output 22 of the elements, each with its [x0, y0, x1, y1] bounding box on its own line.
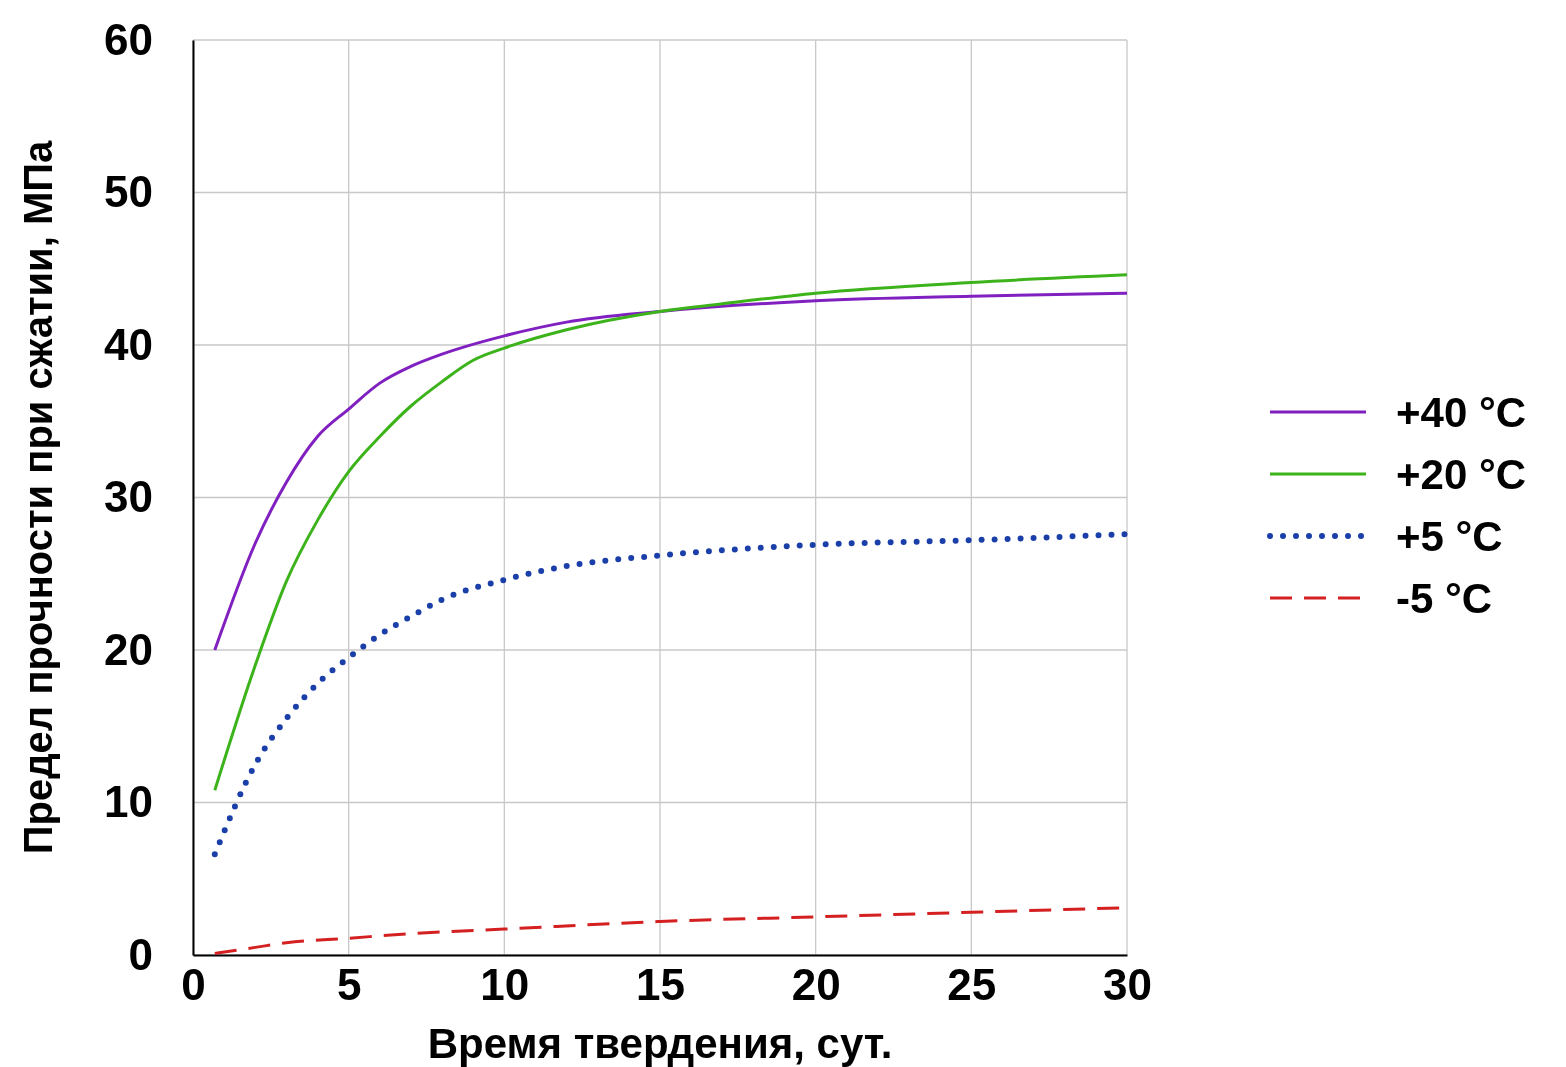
- y-tick-label: 50: [104, 167, 153, 217]
- y-tick-label: 40: [104, 319, 153, 369]
- x-tick-label: 5: [336, 960, 362, 1010]
- y-tick-label: 30: [104, 472, 153, 522]
- x-tick-label: 0: [181, 960, 206, 1010]
- legend-label: +20 °C: [1396, 451, 1527, 498]
- x-tick-label: 20: [791, 960, 841, 1010]
- line-series: [213, 273, 1129, 792]
- x-tick-label: 15: [636, 960, 685, 1010]
- y-tick-label: 20: [104, 624, 153, 674]
- legend-label: -5 °C: [1396, 575, 1493, 622]
- y-tick-label: 60: [104, 14, 153, 64]
- y-axis-title: Предел прочности при сжатии, МПа: [16, 140, 60, 855]
- legend-label: +5 °C: [1396, 513, 1503, 560]
- x-tick-label: 10: [480, 960, 530, 1010]
- x-tick-label: 30: [1103, 960, 1152, 1010]
- legend-label: +40 °C: [1396, 389, 1527, 436]
- x-tick-label: 25: [947, 960, 997, 1010]
- line-series: [213, 291, 1129, 652]
- x-axis-title: Время твердения, сут.: [427, 1020, 893, 1067]
- y-tick-label: 10: [104, 777, 153, 827]
- y-tick-label: 0: [128, 929, 153, 979]
